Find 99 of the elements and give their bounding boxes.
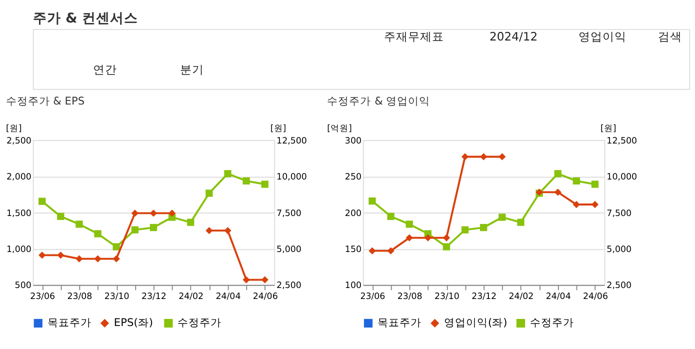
point [554,188,562,196]
point [461,226,469,234]
point [131,210,138,217]
point [206,226,213,234]
point [387,212,394,220]
point [517,218,524,226]
y2-tick-label: 7,500 [276,208,302,219]
point [261,276,268,284]
point [150,210,158,217]
y-tick-label: 300 [344,136,362,146]
chart-title: 수정주가 & 영업이익 [327,94,430,108]
point [424,234,432,242]
point [554,170,562,178]
point [38,198,46,205]
point [94,255,102,262]
text: 주가 & 컨센서스 [32,10,138,26]
x-tick-label: 23/12 [141,292,166,302]
legend-label: 목표주가 [47,316,92,330]
point [442,234,450,242]
point [368,247,376,254]
y2-tick-label: 2,500 [606,281,632,292]
y-tick-label: 1,500 [6,208,32,219]
point [112,243,120,250]
y-tick-label: 1,000 [6,245,32,256]
y-tick-label: 100 [344,281,362,292]
x-tick-label: 23/12 [472,292,497,302]
point [57,252,64,259]
point [224,226,232,234]
chart-title: 수정주가 & EPS [6,94,85,108]
point [261,180,268,188]
x-tick-label: 23/08 [397,292,422,302]
x-tick-label: 24/04 [546,292,572,302]
y-tick-label: 200 [344,208,362,219]
text: 2024/12 [489,30,538,44]
legend-label: 수정주가 [530,316,574,330]
point [461,153,469,160]
y-axis-title: [억원] [327,124,352,134]
y2-tick-label: 2,500 [276,281,302,292]
x-tick-label: 23/06 [30,292,56,302]
y2-tick-label: 12,500 [606,136,638,146]
point [242,177,250,184]
legend-label: 영업이익(좌) [444,316,508,330]
point [112,255,120,262]
text: 분기 [180,62,204,76]
y-tick-label: 2,500 [6,136,32,146]
point [38,252,46,259]
x-tick-label: 23/10 [104,292,130,302]
point [131,226,138,234]
legend-label: 목표주가 [377,316,422,330]
point [591,200,599,208]
point [94,230,102,238]
point [442,243,450,250]
point [498,153,506,160]
y2-tick-label: 7,500 [606,208,632,219]
y2-axis-title: [원] [270,124,286,134]
y-tick-label: 150 [344,245,362,256]
x-tick-label: 23/06 [360,292,386,302]
y2-tick-label: 5,000 [606,245,632,256]
y-tick-label: 2,000 [6,172,32,183]
point [406,234,413,242]
y2-tick-label: 10,000 [606,172,638,183]
point [242,276,250,284]
x-tick-label: 24/06 [582,292,608,302]
legend-label: EPS(좌) [114,316,154,330]
point [498,214,506,221]
point [150,224,158,232]
y2-tick-label: 10,000 [276,172,307,183]
y2-tick-label: 5,000 [276,245,302,256]
point [572,200,580,208]
x-tick-label: 23/10 [434,292,460,302]
text: 검색 [658,30,682,44]
legend-label: 수정주가 [178,316,222,330]
point [387,247,394,254]
x-tick-label: 24/06 [252,292,278,302]
x-tick-label: 24/02 [508,292,534,302]
point [76,220,83,228]
x-tick-label: 24/02 [178,292,204,302]
point [76,255,83,262]
y2-tick-label: 12,500 [276,136,307,146]
point [206,190,213,197]
point [572,177,580,184]
x-tick-label: 23/08 [67,292,92,302]
point [57,212,64,220]
point [168,210,176,217]
text: 주재무제표 [384,30,444,44]
point [591,180,599,188]
point [368,197,376,205]
point [406,220,413,228]
y-tick-label: 250 [344,172,362,183]
y-tick-label: 500 [14,281,32,292]
text: 영업이익 [578,30,626,44]
point [224,170,232,178]
text: 연간 [93,62,118,76]
point [187,218,194,226]
point [480,153,488,160]
x-tick-label: 24/04 [216,292,242,302]
y2-axis-title: [원] [600,124,616,134]
point [480,224,488,232]
y-axis-title: [원] [6,124,22,134]
